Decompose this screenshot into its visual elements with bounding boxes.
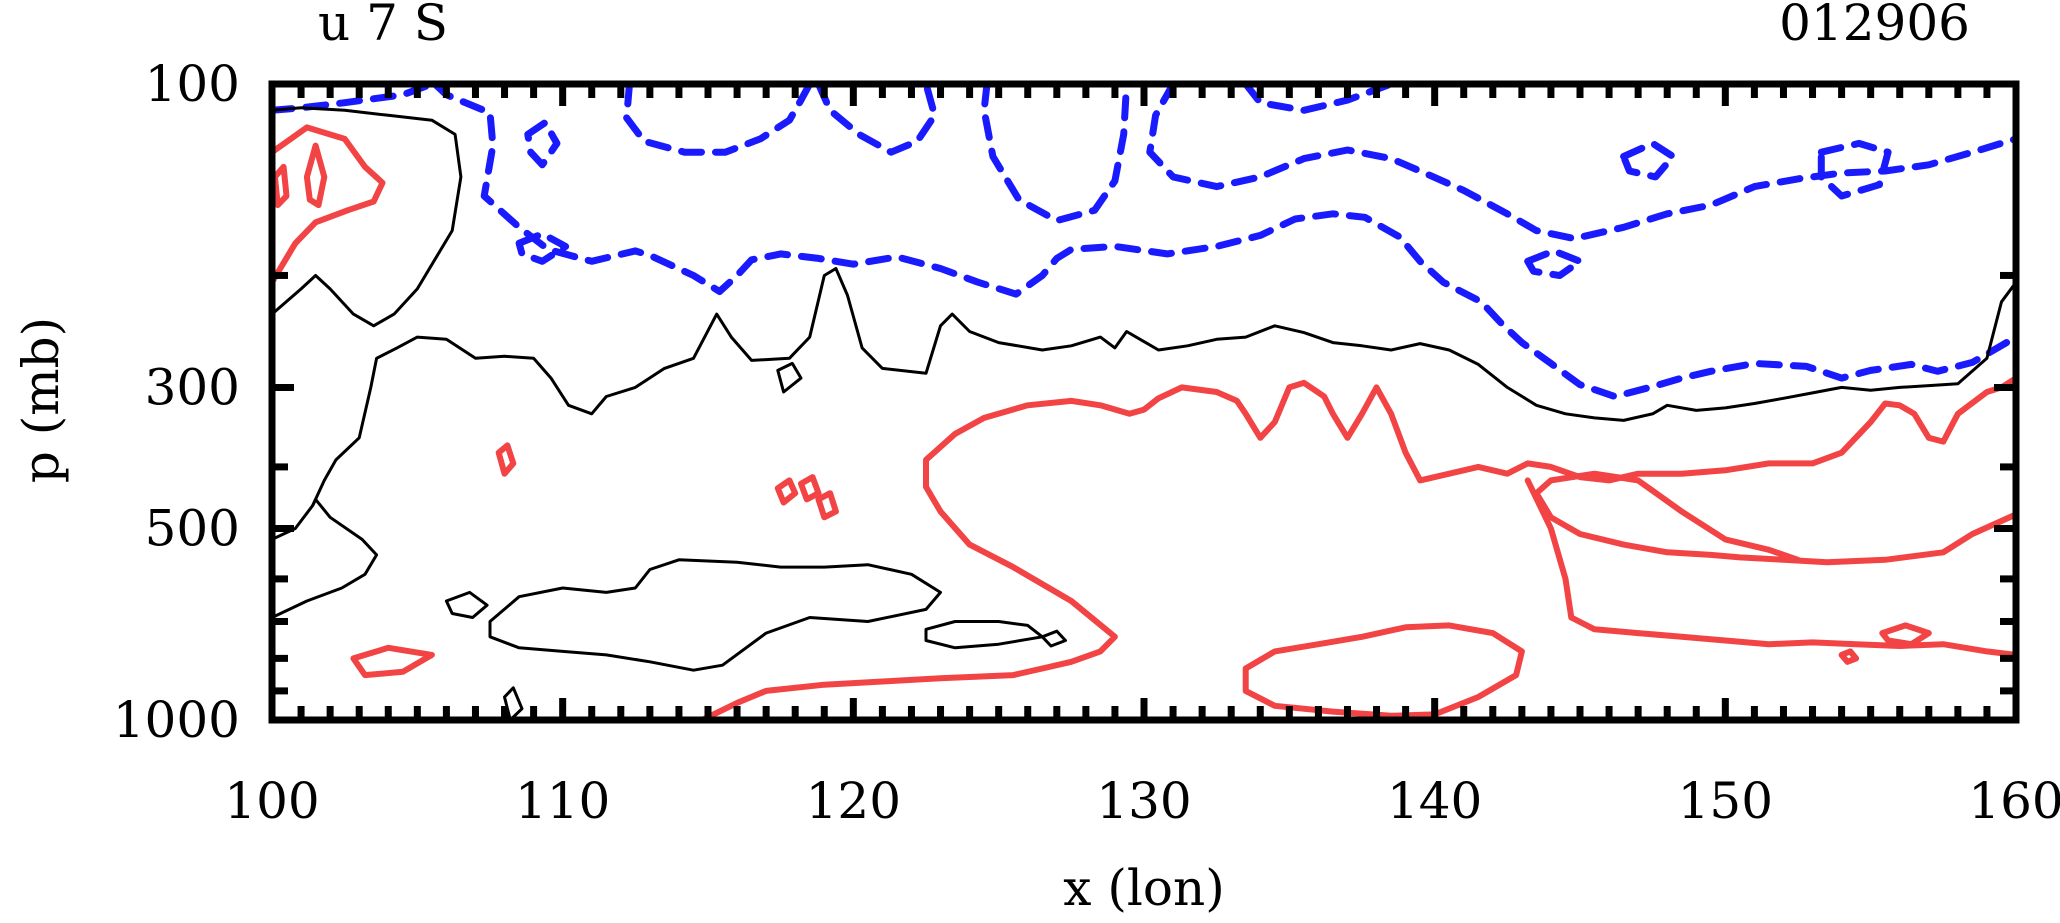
axis-tick-labels: 100 110 120 130 140 150 160 100 300 500 1000 [113,55,2060,830]
contour-zero-west-lower [272,497,379,619]
y-tick-label: 300 [145,358,240,416]
chart-title-left: u 7 S [318,0,448,52]
contour-zero-main [272,267,2016,541]
contour-positive-west-top [272,124,386,286]
contour-negative-main-lower [431,84,2016,400]
contour-positive-west-loop [303,142,328,209]
contour-negative-inner-4 [1146,84,2016,243]
contour-positive-loop-small-2 [774,477,799,506]
contour-positive-main [699,375,2016,720]
plot-area [272,84,2016,720]
contour-negative-inner-2 [815,84,939,156]
x-tick-label: 140 [1387,772,1482,830]
x-tick-label: 150 [1678,772,1773,830]
x-tick-label: 120 [806,772,901,830]
x-tick-label: 160 [1968,772,2060,830]
contour-negative-loop-a [524,119,561,169]
y-tick-label: 100 [145,55,240,113]
contour-negative-inner-3 [980,84,1131,225]
contour-zero-top-band [272,106,463,328]
x-tick-label: 130 [1096,772,1191,830]
contour-negative-loop-d [1817,139,1892,200]
plot-frame [268,80,2020,724]
contour-negative-inner-5 [1242,84,1395,114]
chart-title-right: 012906 [1779,0,1970,52]
contour-positive-center-loop [1242,622,1525,719]
contour-positive-east-lower [1533,470,2016,566]
contour-positive-east-bottom [1524,477,2016,658]
contour-positive-loop-small-4 [815,490,839,521]
x-axis-label: x (lon) [1063,859,1224,917]
contour-negative-inner-1 [623,84,814,156]
contour-zero-loop-4 [776,361,803,394]
contour-positive-loop-small-1 [495,442,517,477]
contour-positive-dot-east [1838,648,1860,665]
contour-negative-loop-c [1620,139,1677,181]
y-axis-label: p (mb) [12,317,70,483]
x-tick-label: 110 [515,772,610,830]
contour-positive-loop-small-3 [798,474,822,503]
y-tick-label: 500 [145,500,240,558]
x-tick-label: 100 [224,772,319,830]
contour-positive-loop-west-bottom [350,644,435,679]
contour-zero-loop-3 [444,590,489,619]
contour-zero-loop-6 [503,686,524,720]
contour-positive-loop-east-small [1879,622,1932,648]
contour-negative-loop-e [1524,247,1584,279]
contour-negative-loop-b [515,230,570,265]
contour-negative-west-top [272,84,436,114]
contour-zero-loop-1 [488,558,942,672]
contour-positive-west-dot [272,163,290,209]
contour-zero-loop-2 [924,620,1044,650]
y-tick-label: 1000 [113,691,240,749]
contour-zero-loop-5 [1040,629,1067,648]
